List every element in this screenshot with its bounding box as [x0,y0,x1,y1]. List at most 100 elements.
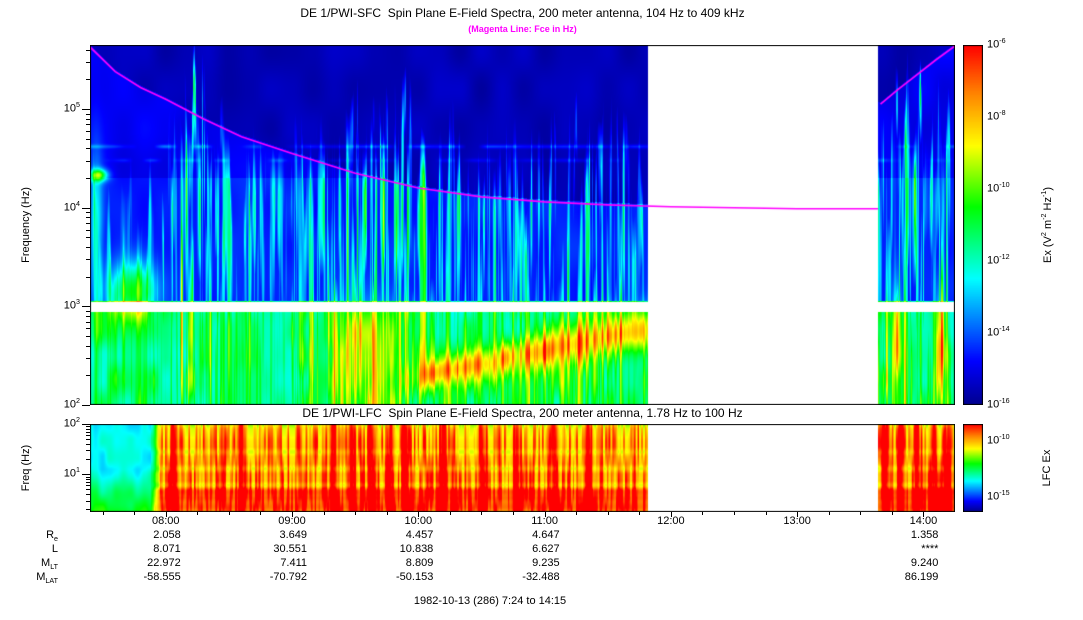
x-tick-label: 10:00 [404,515,433,527]
y-minor-tick [86,247,90,248]
y-minor-tick [86,435,90,436]
y-minor-tick [86,459,90,460]
x-tick-label: 09:00 [278,515,306,527]
lfc-spectrogram-canvas [90,424,955,512]
y-minor-tick [86,217,90,218]
x-minor-tick [608,512,609,515]
colorbar-tick-label: 10-14 [987,325,1010,339]
y-tick-label: 103 [63,298,80,313]
ephemeris-value: -58.555 [143,571,181,583]
colorbar-tick-label: 10-16 [987,397,1010,411]
lfc-colorbar-label: LFC Ex [1041,449,1053,487]
ephemeris-value: 3.649 [279,529,308,541]
y-minor-tick [86,50,90,51]
x-minor-tick [576,512,577,515]
x-minor-tick [103,512,104,515]
x-tick-label: 11:00 [531,515,558,527]
fce-subtitle: (Magenta Line: Fce in Hz) [468,24,577,34]
x-minor-tick [324,512,325,515]
y-minor-tick [86,223,90,224]
ephemeris-row-label: MLT [41,557,58,572]
y-tick-label: 102 [63,416,80,430]
y-tick-label: 105 [63,101,80,115]
ephemeris-value: 10.838 [399,543,434,555]
ephemeris-value: 2.058 [153,529,181,541]
y-minor-tick [86,328,90,329]
y-minor-tick [86,444,90,445]
x-minor-tick [860,512,861,515]
y-minor-tick [86,477,90,478]
y-minor-tick [86,489,90,490]
y-minor-tick [86,426,90,427]
y-minor-tick [86,131,90,132]
y-major-tick [82,306,90,307]
colorbar-tick-label: 10-6 [987,37,1006,51]
x-tick-label: 08:00 [152,515,180,527]
ephemeris-value: 6.627 [532,543,560,555]
x-major-tick [545,512,546,517]
y-minor-tick [86,212,90,213]
x-minor-tick [829,512,830,515]
x-major-tick [418,512,419,517]
y-minor-tick [86,237,90,238]
x-minor-tick [355,512,356,515]
ephemeris-value: 4.647 [532,529,560,541]
y-major-tick [82,405,90,406]
colorbar-tick-label: 10-10 [987,181,1010,195]
y-minor-tick [86,161,90,162]
y-minor-tick [86,479,90,480]
y-major-tick [82,474,90,475]
ephemeris-value: 86.199 [904,571,939,583]
y-major-tick [82,109,90,110]
y-minor-tick [86,439,90,440]
x-tick-label: 13:00 [783,515,811,527]
ephemeris-value: 30.551 [273,543,308,555]
ephemeris-value: 9.240 [910,557,939,569]
x-minor-tick [513,512,514,515]
ephemeris-value: 8.809 [405,557,434,569]
y-minor-tick [86,450,90,451]
y-minor-tick [86,501,90,502]
ephemeris-value: 22.972 [147,557,181,569]
ephemeris-value: -70.792 [269,571,308,583]
x-minor-tick [639,512,640,515]
ephemeris-row-label: Re [46,529,58,544]
x-minor-tick [766,512,767,515]
ephemeris-value: -32.488 [522,571,560,583]
ephemeris-value: -50.153 [396,571,434,583]
x-major-tick [923,512,924,517]
y-minor-tick [86,375,90,376]
x-minor-tick [702,512,703,515]
y-minor-tick [86,311,90,312]
y-minor-tick [86,114,90,115]
y-minor-tick [86,178,90,179]
y-minor-tick [86,79,90,80]
lfc-panel-title: DE 1/PWI-LFC Spin Plane E-Field Spectra,… [302,406,743,420]
y-minor-tick [86,316,90,317]
ephemeris-value: 9.235 [532,557,560,569]
y-minor-tick [86,139,90,140]
y-tick-label: 104 [63,199,80,214]
ephemeris-value: 7.411 [280,557,308,569]
x-minor-tick [892,512,893,515]
ephemeris-value: 4.457 [405,529,434,541]
y-minor-tick [86,336,90,337]
y-minor-tick [86,432,90,433]
ephemeris-value: 8.071 [153,543,181,555]
colorbar-tick-label: 10-15 [987,489,1010,503]
y-minor-tick [86,119,90,120]
colorbar-tick-label: 10-8 [987,109,1006,123]
x-minor-tick [197,512,198,515]
y-minor-tick [86,124,90,125]
y-minor-tick [86,358,90,359]
y-minor-tick [86,322,90,323]
x-major-tick [797,512,798,517]
y-minor-tick [86,509,90,510]
y-minor-tick [86,230,90,231]
y-minor-tick [86,277,90,278]
x-minor-tick [450,512,451,515]
sfc-y-axis-label: Frequency (Hz) [20,187,32,263]
y-major-tick [82,424,90,425]
y-tick-label: 102 [63,397,80,411]
